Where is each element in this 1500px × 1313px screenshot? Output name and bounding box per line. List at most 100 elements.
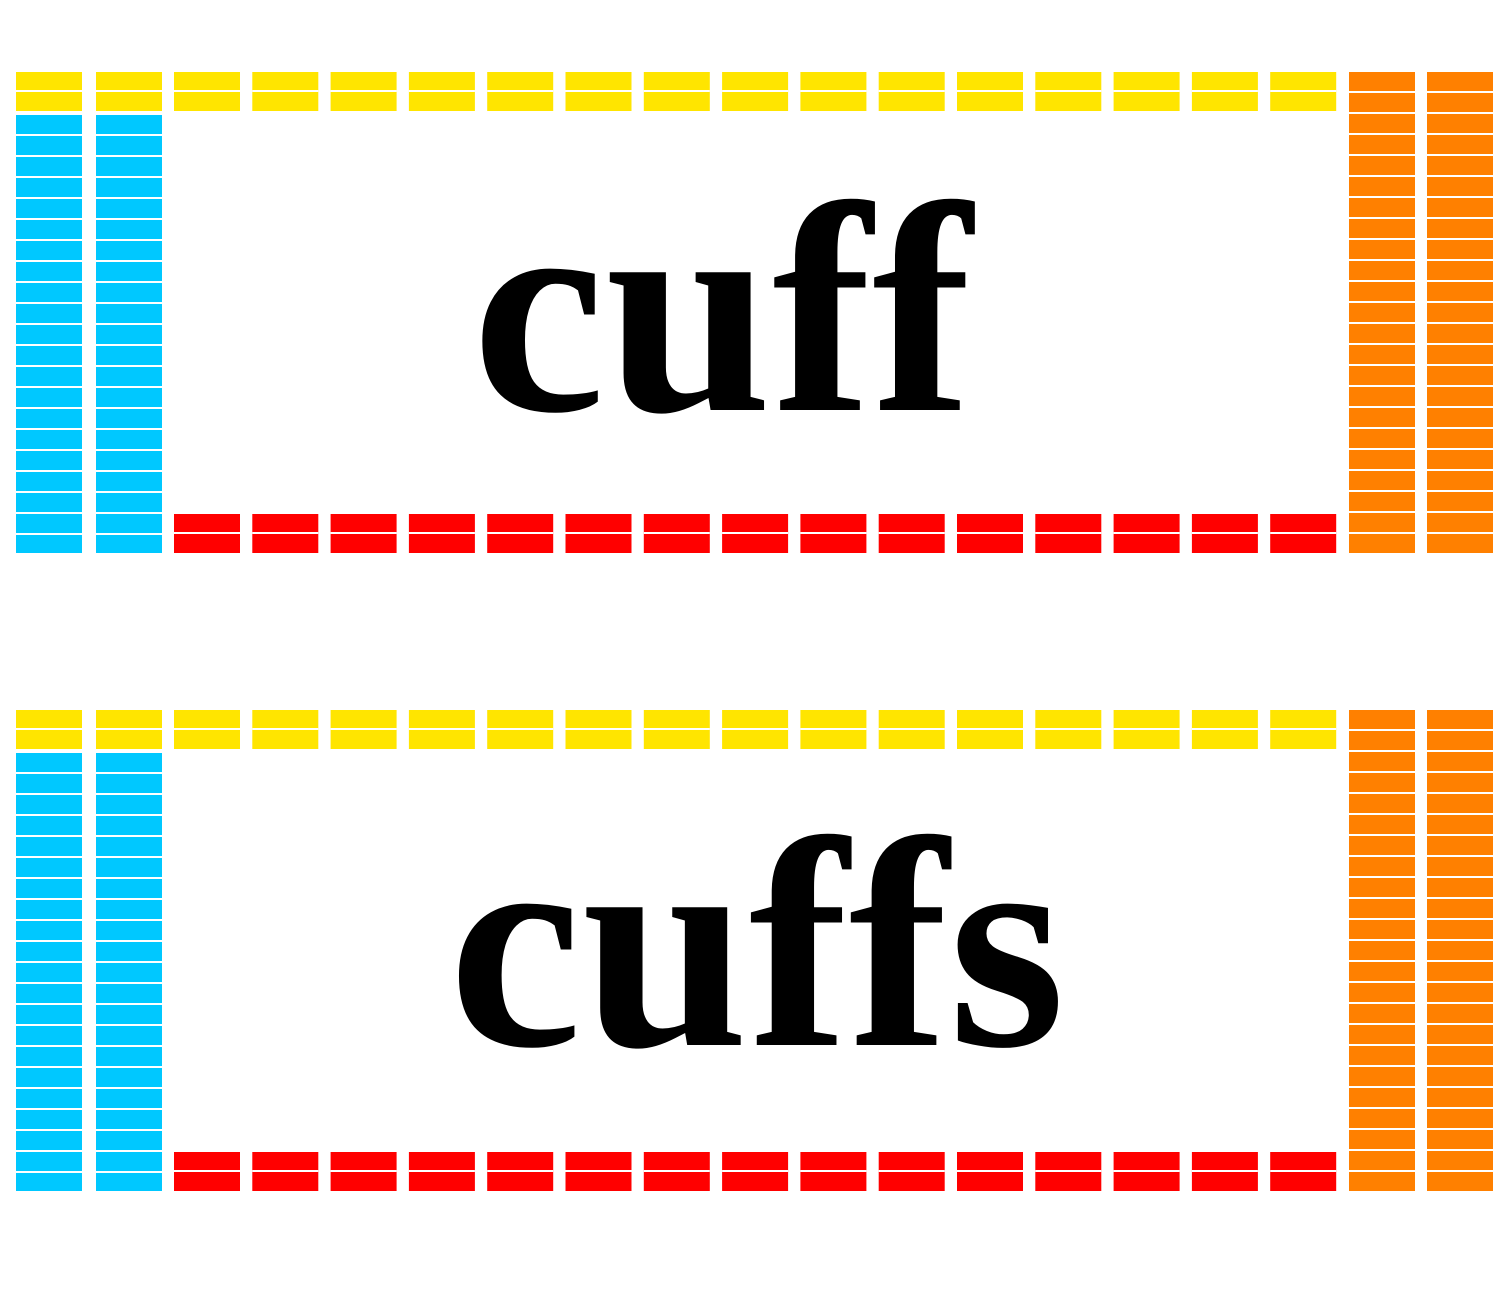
column-stripe bbox=[16, 283, 82, 302]
column-stripe bbox=[16, 942, 82, 961]
segment-split bbox=[174, 90, 240, 92]
column-stripe bbox=[1349, 303, 1415, 322]
column-stripe bbox=[96, 942, 162, 961]
column-stripe bbox=[1349, 962, 1415, 981]
segment-split bbox=[565, 532, 632, 534]
column-stripe bbox=[1349, 941, 1415, 960]
column-stripe bbox=[16, 514, 82, 533]
column-stripe bbox=[96, 430, 162, 449]
column-stripe bbox=[1349, 1004, 1415, 1023]
column-stripe bbox=[1349, 282, 1415, 301]
segment-split bbox=[1270, 532, 1337, 534]
segment-split bbox=[878, 532, 945, 534]
column-stripe bbox=[1349, 1130, 1415, 1149]
segment-split bbox=[1270, 1170, 1337, 1172]
column-stripe bbox=[16, 774, 82, 793]
column-stripe bbox=[16, 304, 82, 323]
column-stripe bbox=[1427, 773, 1493, 792]
column-stripe bbox=[16, 963, 82, 982]
segment-split bbox=[252, 728, 319, 730]
column-stripe bbox=[1349, 387, 1415, 406]
column-stripe bbox=[1349, 72, 1415, 91]
column-stripe bbox=[1349, 1046, 1415, 1065]
column-stripe bbox=[16, 136, 82, 155]
column-stripe bbox=[1427, 1025, 1493, 1044]
segment-split bbox=[565, 90, 632, 92]
column-stripe bbox=[1427, 794, 1493, 813]
segment-split bbox=[174, 1170, 240, 1172]
column-stripe bbox=[16, 1068, 82, 1087]
column-stripe bbox=[16, 430, 82, 449]
segment-split bbox=[565, 1170, 632, 1172]
column-stripe bbox=[96, 409, 162, 428]
column-stripe bbox=[96, 795, 162, 814]
segment-split bbox=[643, 532, 710, 534]
column-stripe bbox=[16, 1089, 82, 1108]
segment-split bbox=[878, 728, 945, 730]
column-stripe bbox=[96, 1047, 162, 1066]
segment-split bbox=[1113, 90, 1180, 92]
segment-split bbox=[957, 90, 1023, 92]
column-stripe bbox=[96, 157, 162, 176]
column-stripe bbox=[1427, 857, 1493, 876]
segment-split bbox=[1191, 1170, 1258, 1172]
column-stripe bbox=[1427, 240, 1493, 259]
column-stripe bbox=[96, 199, 162, 218]
column-stripe bbox=[96, 493, 162, 512]
segment-split bbox=[487, 90, 554, 92]
column-stripe bbox=[1349, 836, 1415, 855]
segment-split bbox=[1191, 90, 1258, 92]
column-stripe bbox=[1427, 815, 1493, 834]
column-stripe bbox=[1349, 773, 1415, 792]
column-stripe bbox=[1349, 1109, 1415, 1128]
column-stripe bbox=[1349, 408, 1415, 427]
column-stripe bbox=[96, 1131, 162, 1150]
segment-split bbox=[330, 532, 397, 534]
segment-split bbox=[800, 532, 867, 534]
card-word: cuff bbox=[472, 143, 975, 475]
column-stripe bbox=[1427, 513, 1493, 532]
column-stripe bbox=[1349, 429, 1415, 448]
column-stripe bbox=[1427, 156, 1493, 175]
segment-split bbox=[1113, 728, 1180, 730]
segment-split bbox=[1191, 532, 1258, 534]
column-stripe bbox=[1427, 1067, 1493, 1086]
column-stripe bbox=[1427, 752, 1493, 771]
column-stripe bbox=[1427, 899, 1493, 918]
segment-split bbox=[957, 1170, 1023, 1172]
segment-split bbox=[487, 1170, 554, 1172]
segment-split bbox=[1113, 532, 1180, 534]
segment-split bbox=[408, 532, 475, 534]
column-stripe bbox=[16, 115, 82, 134]
column-stripe bbox=[16, 837, 82, 856]
column-stripe bbox=[96, 388, 162, 407]
column-stripe bbox=[16, 1110, 82, 1129]
column-stripe bbox=[1349, 878, 1415, 897]
column-stripe bbox=[1427, 1172, 1493, 1191]
column-stripe bbox=[16, 1131, 82, 1150]
segment-split bbox=[408, 1170, 475, 1172]
column-stripe bbox=[16, 879, 82, 898]
segment-split bbox=[252, 1170, 319, 1172]
card-word: cuffs bbox=[449, 778, 1066, 1110]
column-stripe bbox=[96, 304, 162, 323]
column-stripe bbox=[1349, 114, 1415, 133]
segment-split bbox=[643, 728, 710, 730]
column-stripe bbox=[1349, 198, 1415, 217]
column-stripe bbox=[1349, 471, 1415, 490]
column-stripe bbox=[1349, 710, 1415, 729]
segment-split bbox=[878, 1170, 945, 1172]
column-stripe bbox=[96, 1089, 162, 1108]
column-stripe bbox=[96, 220, 162, 239]
column-stripe bbox=[1349, 177, 1415, 196]
column-stripe bbox=[1349, 794, 1415, 813]
column-stripe bbox=[1349, 1151, 1415, 1170]
segment-split bbox=[722, 90, 789, 92]
column-stripe bbox=[1349, 324, 1415, 343]
column-stripe bbox=[96, 1026, 162, 1045]
column-stripe bbox=[16, 388, 82, 407]
column-stripe bbox=[1427, 72, 1493, 91]
column-stripe bbox=[16, 472, 82, 491]
column-stripe bbox=[1349, 899, 1415, 918]
column-stripe bbox=[1349, 135, 1415, 154]
